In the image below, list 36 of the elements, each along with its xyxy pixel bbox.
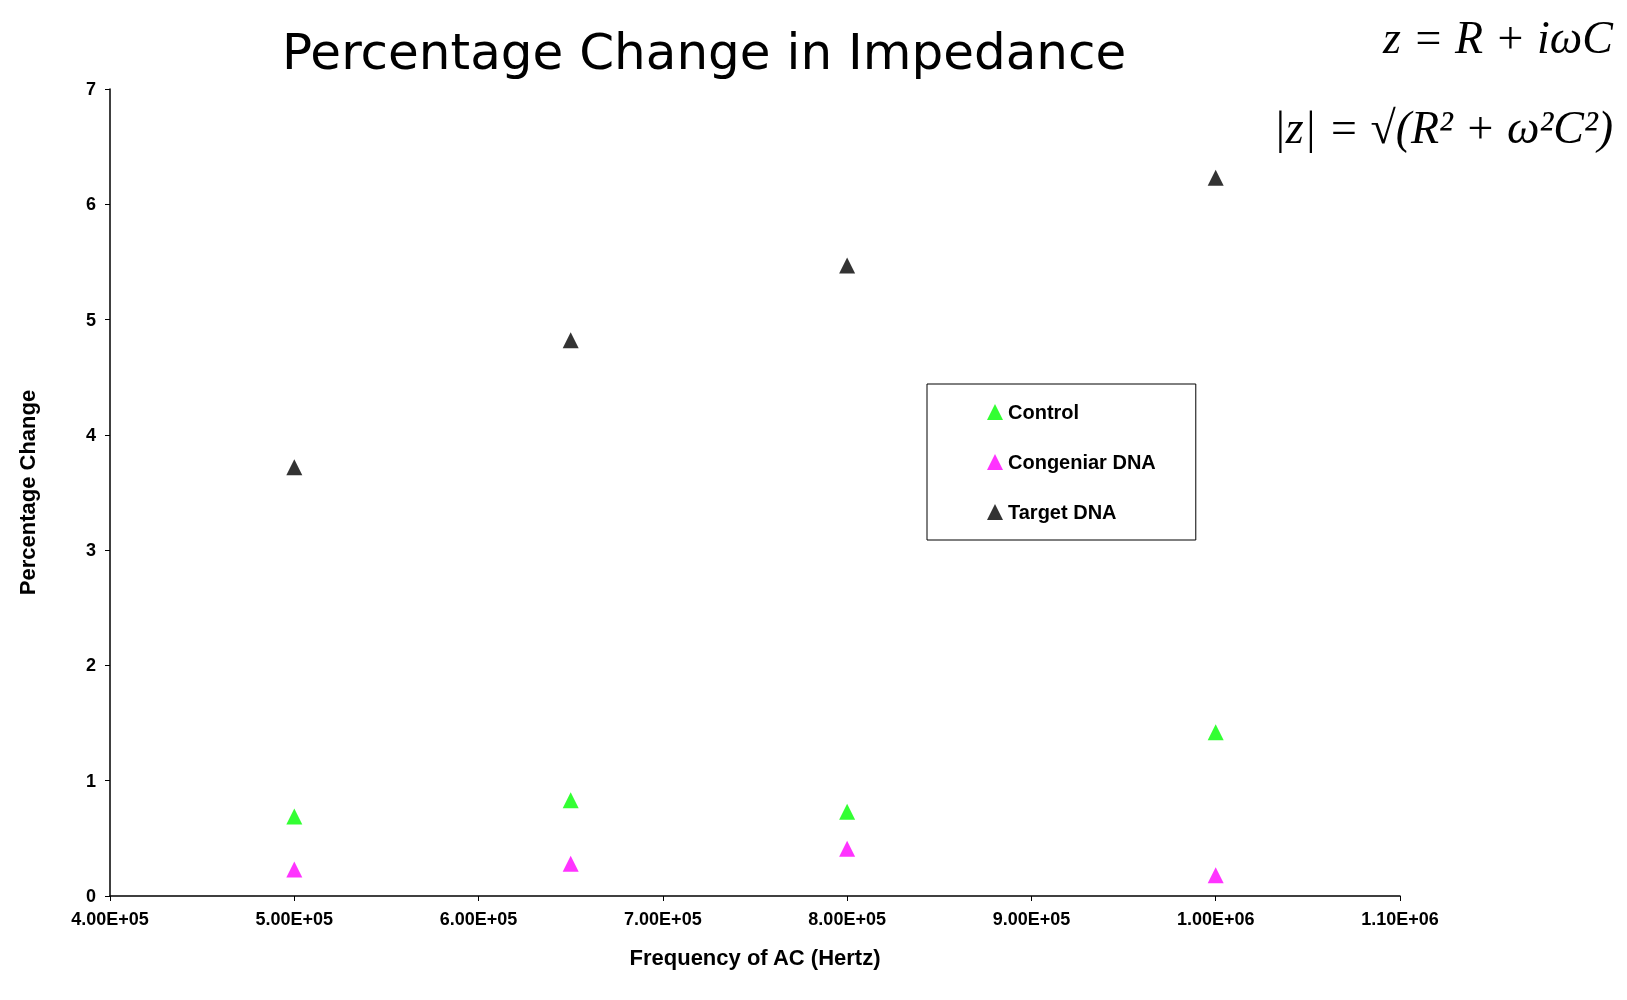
x-tick-label: 1.10E+06: [1361, 909, 1439, 929]
legend-label: Target DNA: [1008, 501, 1117, 523]
chart-title: Percentage Change in Impedance: [282, 23, 1127, 81]
y-tick-label: 5: [85, 309, 96, 330]
point: [286, 459, 303, 476]
x-tick-label: 5.00E+05: [255, 909, 334, 929]
point: [1207, 724, 1224, 741]
y-tick-label: 6: [85, 194, 96, 215]
annotation: |z| = √(R² + ω²C²): [1273, 101, 1614, 153]
y-tick-label: 3: [85, 540, 96, 561]
y-tick-label: 1: [85, 770, 96, 791]
point: [839, 257, 856, 274]
y-tick-label: 4: [85, 424, 96, 445]
y-axis-title: Percentage Change: [14, 389, 40, 596]
legend-label: Control: [1008, 401, 1080, 423]
x-tick-label: 7.00E+05: [624, 909, 702, 929]
x-tick-label: 9.00E+05: [992, 909, 1071, 929]
point: [286, 808, 303, 825]
y-tick-label: 2: [85, 655, 96, 676]
legend-label: Congeniar DNA: [1008, 451, 1156, 473]
point: [1207, 867, 1224, 884]
x-tick-label: 4.00E+05: [71, 909, 149, 929]
point: [839, 803, 856, 820]
x-axis-title: Frequency of AC (Hertz): [629, 944, 881, 970]
point: [839, 840, 856, 857]
x-tick-label: 6.00E+05: [439, 909, 518, 929]
point: [562, 855, 579, 872]
point: [286, 861, 303, 878]
y-tick-label: 0: [85, 886, 96, 906]
point: [1207, 169, 1224, 186]
point: [562, 792, 579, 809]
x-tick-label: 1.00E+06: [1176, 909, 1255, 929]
y-tick-label: 7: [85, 79, 96, 99]
text: z = R + iωC: [1381, 11, 1615, 63]
point: [562, 332, 579, 349]
x-tick-label: 8.00E+05: [808, 909, 886, 929]
